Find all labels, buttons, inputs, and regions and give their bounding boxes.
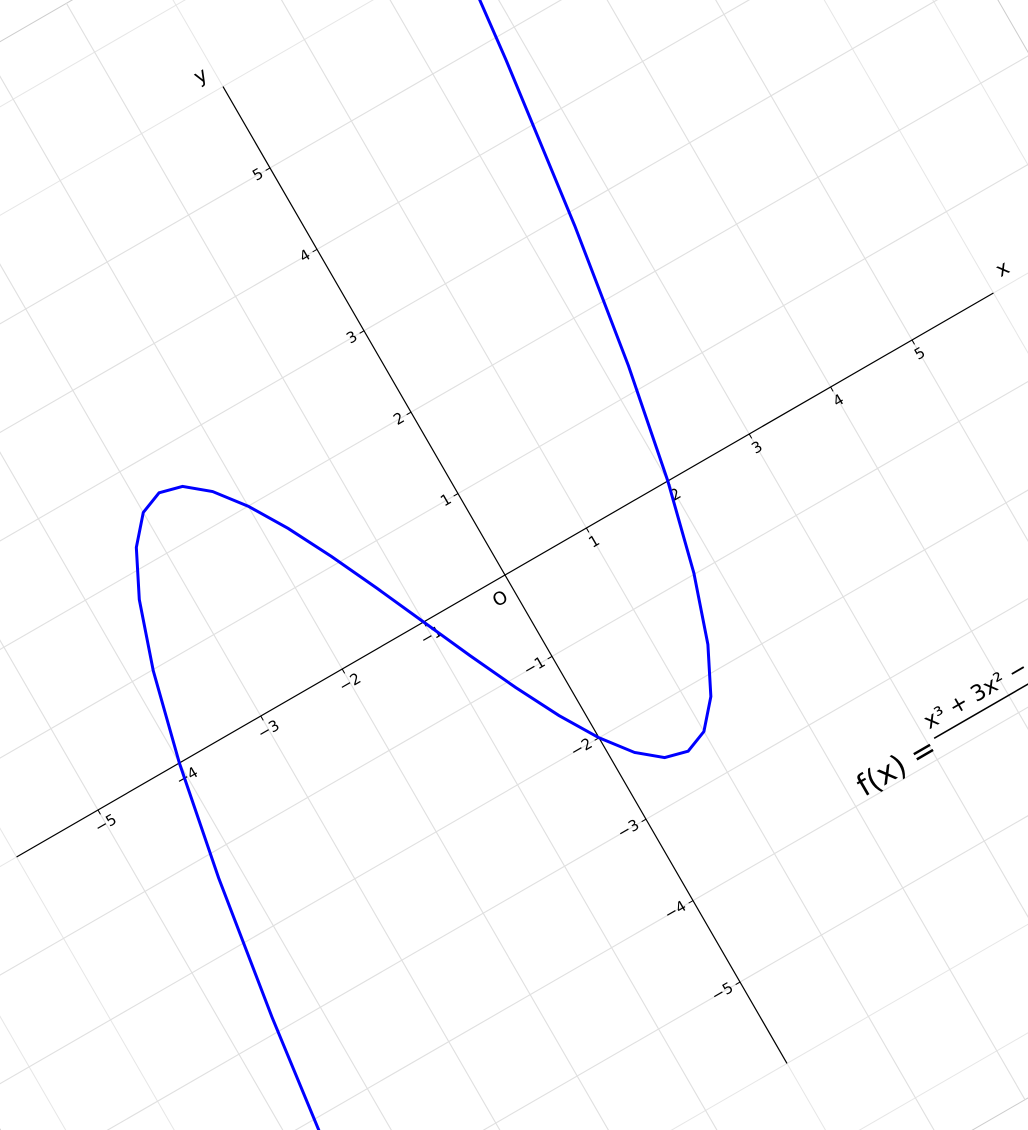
x-tick (830, 386, 834, 392)
y-tick (735, 981, 741, 985)
x-tick (260, 715, 264, 721)
x-tick (97, 809, 101, 815)
y-tick (453, 493, 459, 497)
y-tick (265, 167, 271, 171)
y-tick (406, 411, 412, 416)
x-tick (911, 339, 915, 345)
y-tick (359, 330, 365, 334)
x-tick (748, 433, 753, 439)
y-tick (641, 818, 647, 823)
y-tick (688, 900, 694, 904)
x-tick (341, 668, 346, 674)
fraction-bar (933, 632, 1028, 739)
y-tick (312, 248, 318, 253)
y-tick (547, 655, 553, 660)
x-tick (585, 527, 590, 533)
